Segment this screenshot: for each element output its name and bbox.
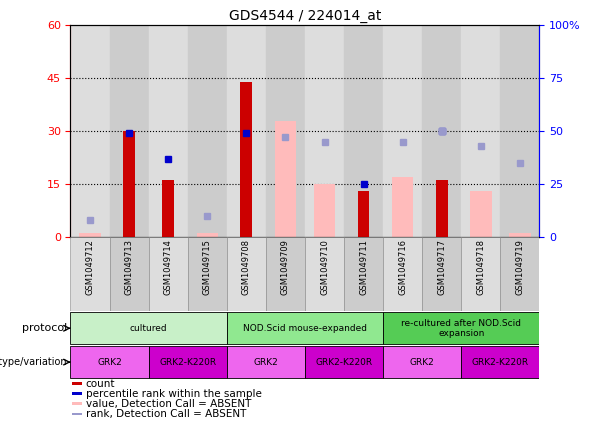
Text: GSM1049712: GSM1049712 xyxy=(86,239,94,295)
Bar xyxy=(462,25,500,237)
Bar xyxy=(383,25,422,237)
Text: percentile rank within the sample: percentile rank within the sample xyxy=(85,389,261,398)
Bar xyxy=(149,346,227,378)
Bar xyxy=(240,82,252,237)
Bar xyxy=(344,25,383,237)
Bar xyxy=(305,237,344,311)
Bar xyxy=(227,313,383,344)
Bar xyxy=(227,237,266,311)
Bar xyxy=(305,346,383,378)
Bar xyxy=(110,237,149,311)
Text: GSM1049709: GSM1049709 xyxy=(281,239,290,295)
Text: GSM1049715: GSM1049715 xyxy=(203,239,211,295)
Text: count: count xyxy=(85,379,115,389)
Bar xyxy=(72,412,82,415)
Text: GRK2: GRK2 xyxy=(410,357,435,367)
Text: GSM1049711: GSM1049711 xyxy=(359,239,368,295)
Bar xyxy=(197,233,218,237)
Bar xyxy=(383,346,462,378)
Text: GRK2-K220R: GRK2-K220R xyxy=(316,357,373,367)
Text: GRK2-K220R: GRK2-K220R xyxy=(472,357,529,367)
Text: re-cultured after NOD.Scid
expansion: re-cultured after NOD.Scid expansion xyxy=(402,319,521,338)
Bar xyxy=(72,403,82,405)
Bar xyxy=(227,25,266,237)
Bar xyxy=(422,237,462,311)
Bar xyxy=(422,25,462,237)
Text: GSM1049710: GSM1049710 xyxy=(320,239,329,295)
Bar xyxy=(110,25,149,237)
Text: GSM1049708: GSM1049708 xyxy=(242,239,251,295)
Text: protocol: protocol xyxy=(22,323,67,333)
Bar xyxy=(275,121,296,237)
Bar xyxy=(79,233,101,237)
Text: value, Detection Call = ABSENT: value, Detection Call = ABSENT xyxy=(85,399,251,409)
Bar xyxy=(266,25,305,237)
Text: rank, Detection Call = ABSENT: rank, Detection Call = ABSENT xyxy=(85,409,246,419)
Bar xyxy=(344,237,383,311)
Bar xyxy=(314,184,335,237)
Title: GDS4544 / 224014_at: GDS4544 / 224014_at xyxy=(229,9,381,23)
Bar xyxy=(188,25,227,237)
Bar xyxy=(462,346,539,378)
Bar xyxy=(188,237,227,311)
Bar xyxy=(70,237,110,311)
Text: genotype/variation: genotype/variation xyxy=(0,357,67,367)
Bar xyxy=(70,25,110,237)
Bar xyxy=(149,25,188,237)
Bar xyxy=(72,382,82,385)
Bar xyxy=(500,237,539,311)
Bar xyxy=(70,346,149,378)
Bar xyxy=(500,25,539,237)
Bar xyxy=(70,313,227,344)
Text: cultured: cultured xyxy=(130,324,167,333)
Bar xyxy=(392,177,413,237)
Text: GSM1049713: GSM1049713 xyxy=(124,239,134,295)
Text: GRK2-K220R: GRK2-K220R xyxy=(159,357,216,367)
Bar xyxy=(227,346,305,378)
Bar xyxy=(470,191,492,237)
Text: GSM1049717: GSM1049717 xyxy=(437,239,446,295)
Bar xyxy=(162,181,174,237)
Text: GSM1049719: GSM1049719 xyxy=(516,239,524,295)
Bar xyxy=(72,393,82,395)
Bar xyxy=(462,237,500,311)
Text: GSM1049716: GSM1049716 xyxy=(398,239,407,295)
Bar xyxy=(509,233,531,237)
Text: GSM1049714: GSM1049714 xyxy=(164,239,173,295)
Bar xyxy=(383,313,539,344)
Bar xyxy=(149,237,188,311)
Text: NOD.Scid mouse-expanded: NOD.Scid mouse-expanded xyxy=(243,324,367,333)
Bar xyxy=(123,131,135,237)
Text: GRK2: GRK2 xyxy=(254,357,278,367)
Bar xyxy=(266,237,305,311)
Bar xyxy=(383,237,422,311)
Bar xyxy=(305,25,344,237)
Text: GSM1049718: GSM1049718 xyxy=(476,239,485,295)
Bar xyxy=(358,191,370,237)
Bar xyxy=(436,181,447,237)
Text: GRK2: GRK2 xyxy=(97,357,122,367)
